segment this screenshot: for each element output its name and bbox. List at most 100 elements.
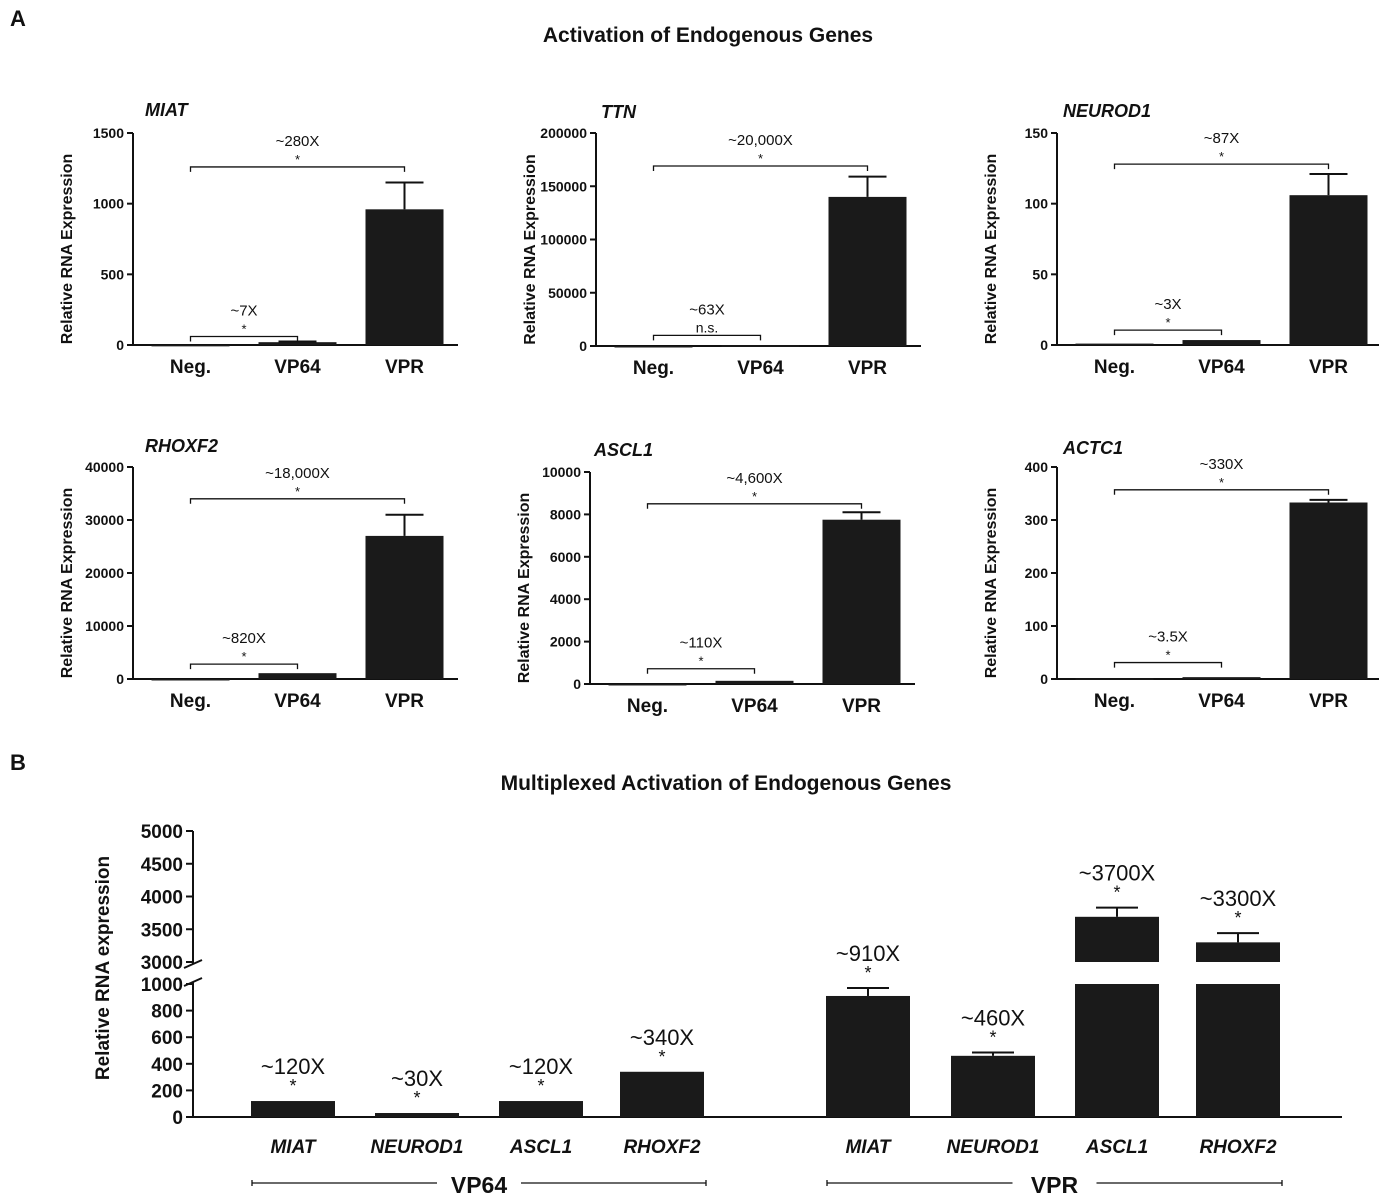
fold-change-label: ~330X — [1200, 456, 1244, 473]
fold-change-label: ~20,000X — [728, 132, 793, 149]
fold-change-label: ~3300X — [1200, 886, 1277, 911]
y-tick-label: 600 — [151, 1028, 183, 1049]
y-axis-label: Relative RNA Expression — [983, 154, 1000, 345]
y-tick-label: 30000 — [85, 512, 124, 528]
bar — [1182, 677, 1261, 679]
significance-label: * — [1165, 648, 1170, 663]
bar — [365, 209, 444, 345]
significance-label: * — [1219, 475, 1224, 490]
significance-bracket — [646, 668, 756, 674]
x-tick-label: ASCL1 — [1085, 1137, 1148, 1158]
y-tick-label: 200 — [1025, 565, 1049, 581]
y-tick-label: 100 — [1025, 618, 1049, 634]
x-tick-label: MIAT — [845, 1137, 891, 1158]
bar — [1289, 502, 1368, 679]
y-tick-label: 5000 — [141, 822, 183, 843]
fold-change-label: ~4,600X — [726, 470, 782, 487]
x-tick-label: VPR — [1309, 357, 1348, 378]
significance-label: * — [698, 654, 703, 669]
x-tick-label: Neg. — [627, 696, 668, 717]
x-tick-label: VPR — [848, 358, 887, 379]
significance-label: * — [989, 1027, 996, 1047]
bar-lower-segment — [1075, 984, 1159, 1117]
significance-bracket — [189, 335, 299, 342]
x-tick-label: VP64 — [274, 691, 321, 712]
y-axis-label: Relative RNA Expression — [516, 493, 533, 684]
y-tick-label: 0 — [116, 671, 124, 687]
y-tick-label: 6000 — [550, 549, 581, 565]
chart-title: RHOXF2 — [145, 436, 218, 456]
y-axis-label: Relative RNA Expression — [59, 154, 76, 345]
bar — [151, 678, 230, 681]
significance-bracket — [189, 663, 299, 670]
y-tick-label: 50 — [1032, 266, 1048, 282]
fold-change-label: ~30X — [391, 1066, 443, 1091]
chart-title: MIAT — [145, 100, 190, 120]
y-tick-label: 0 — [579, 338, 587, 354]
y-tick-label: 1000 — [141, 975, 183, 996]
bar — [1075, 678, 1154, 680]
bar — [499, 1101, 583, 1117]
bar — [258, 342, 337, 345]
panel-b-letter: B — [10, 750, 26, 775]
x-tick-label: RHOXF2 — [1199, 1137, 1277, 1158]
bar — [375, 1113, 459, 1117]
significance-label: * — [241, 649, 246, 664]
y-tick-label: 400 — [1025, 459, 1049, 475]
significance-bracket — [1113, 661, 1223, 668]
significance-label: * — [864, 963, 871, 983]
y-tick-label: 10000 — [542, 464, 581, 480]
significance-bracket — [189, 166, 406, 172]
y-tick-label: 3000 — [141, 953, 183, 974]
bar-upper-segment — [1196, 942, 1280, 962]
significance-label: * — [537, 1076, 544, 1096]
y-tick-label: 200 — [151, 1081, 183, 1102]
significance-label: * — [289, 1076, 296, 1096]
bar — [721, 345, 800, 347]
x-tick-label: VPR — [385, 357, 424, 378]
fold-change-label: ~3700X — [1079, 861, 1156, 886]
group-bracket — [826, 1180, 1283, 1186]
x-tick-label: VPR — [842, 696, 881, 717]
significance-bracket — [1113, 489, 1330, 495]
y-tick-label: 3500 — [141, 920, 183, 941]
significance-label: * — [1219, 149, 1224, 164]
panel-a-letter: A — [10, 6, 26, 31]
bar — [1075, 343, 1154, 346]
y-tick-label: 10000 — [85, 618, 124, 634]
y-tick-label: 200000 — [540, 125, 587, 141]
x-tick-label: NEUROD1 — [947, 1137, 1040, 1158]
x-tick-label: NEUROD1 — [371, 1137, 464, 1158]
x-tick-label: Neg. — [1094, 691, 1135, 712]
fold-change-label: ~7X — [230, 303, 257, 320]
y-axis-label: Relative RNA Expression — [983, 488, 1000, 679]
panel-a-title: Activation of Endogenous Genes — [542, 24, 874, 47]
group-label: VP64 — [451, 1172, 507, 1196]
fold-change-label: ~120X — [261, 1054, 326, 1079]
y-tick-label: 50000 — [548, 285, 587, 301]
y-tick-label: 0 — [1040, 337, 1048, 353]
significance-label: * — [241, 322, 246, 337]
chart-title: NEUROD1 — [1063, 101, 1151, 121]
group-label: VPR — [1031, 1172, 1079, 1196]
bar-lower-segment — [1196, 984, 1280, 1117]
fold-change-label: ~820X — [222, 630, 266, 647]
bar — [826, 995, 910, 1117]
y-tick-label: 0 — [1040, 671, 1048, 687]
significance-bracket — [646, 503, 863, 509]
x-tick-label: RHOXF2 — [623, 1137, 701, 1158]
fold-change-label: ~63X — [689, 301, 724, 318]
fold-change-label: ~460X — [961, 1005, 1026, 1030]
significance-bracket — [1113, 163, 1330, 170]
x-tick-label: VP64 — [1198, 357, 1245, 378]
bar — [1182, 340, 1261, 345]
significance-label: * — [758, 151, 763, 166]
y-tick-label: 300 — [1025, 512, 1049, 528]
y-tick-label: 400 — [151, 1055, 183, 1076]
x-tick-label: Neg. — [1094, 357, 1135, 378]
y-tick-label: 800 — [151, 1002, 183, 1023]
significance-bracket — [652, 334, 762, 341]
significance-label: * — [413, 1088, 420, 1108]
x-tick-label: ASCL1 — [509, 1137, 572, 1158]
